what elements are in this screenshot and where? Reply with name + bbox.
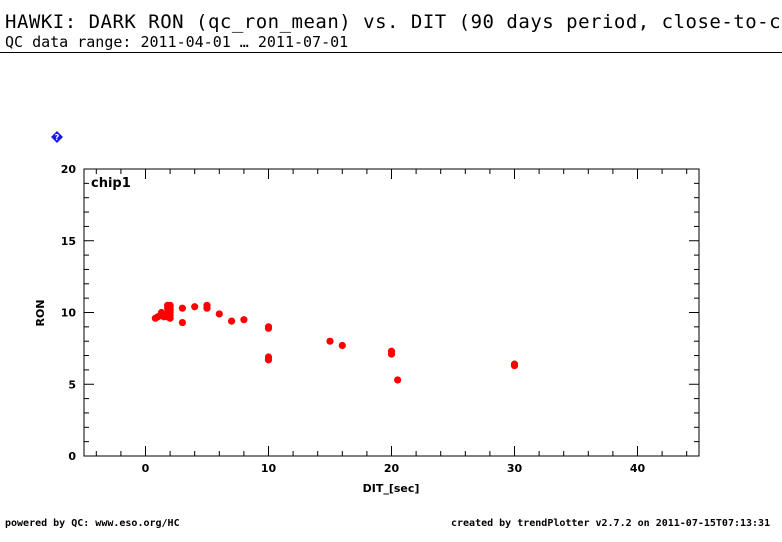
y-axis-label: RON [34, 299, 47, 326]
x-axis-label: DIT_[sec] [363, 482, 420, 495]
footer-powered-by: powered by QC: www.eso.org/HC [5, 518, 180, 529]
y-tick-label: 15 [61, 235, 76, 248]
data-point [510, 361, 519, 370]
x-tick-label: 20 [384, 462, 400, 475]
page-title: HAWKI: DARK RON (qc_ron_mean) vs. DIT (9… [5, 11, 782, 33]
data-point [387, 350, 396, 358]
x-tick-label: 30 [507, 462, 523, 475]
x-tick-label: 0 [142, 462, 150, 475]
x-tick-label: 10 [261, 462, 277, 475]
data-point [228, 317, 236, 325]
data-point [178, 318, 186, 327]
header-divider [0, 52, 782, 53]
data-point [338, 341, 346, 350]
y-tick-label: 10 [61, 307, 77, 320]
y-tick-label: 0 [68, 450, 76, 463]
data-range-subtitle: QC data range: 2011-04-01 … 2011-07-01 [5, 33, 349, 51]
axis-tick-labels: 0 10 20 30 40 0 5 10 15 20 [61, 163, 646, 475]
data-point [191, 303, 199, 311]
plot-frame [83, 168, 700, 457]
data-point [178, 304, 186, 312]
svg-text:?: ? [55, 133, 60, 142]
data-point [215, 310, 223, 318]
data-point [264, 324, 273, 332]
y-tick-label: 20 [61, 163, 77, 176]
data-points [151, 301, 519, 384]
data-point [203, 301, 211, 309]
x-tick-label: 40 [630, 462, 646, 475]
y-tick-label: 5 [68, 378, 76, 391]
data-point [326, 337, 334, 345]
data-point [394, 376, 402, 384]
panel-label: chip1 [91, 176, 131, 191]
footer-created-by: created by trendPlotter v2.7.2 on 2011-0… [451, 518, 771, 529]
data-point [240, 316, 248, 324]
axis-ticks [84, 168, 699, 457]
data-point [264, 356, 273, 364]
help-diamond-icon[interactable]: ? [51, 131, 63, 143]
data-point [166, 301, 174, 309]
